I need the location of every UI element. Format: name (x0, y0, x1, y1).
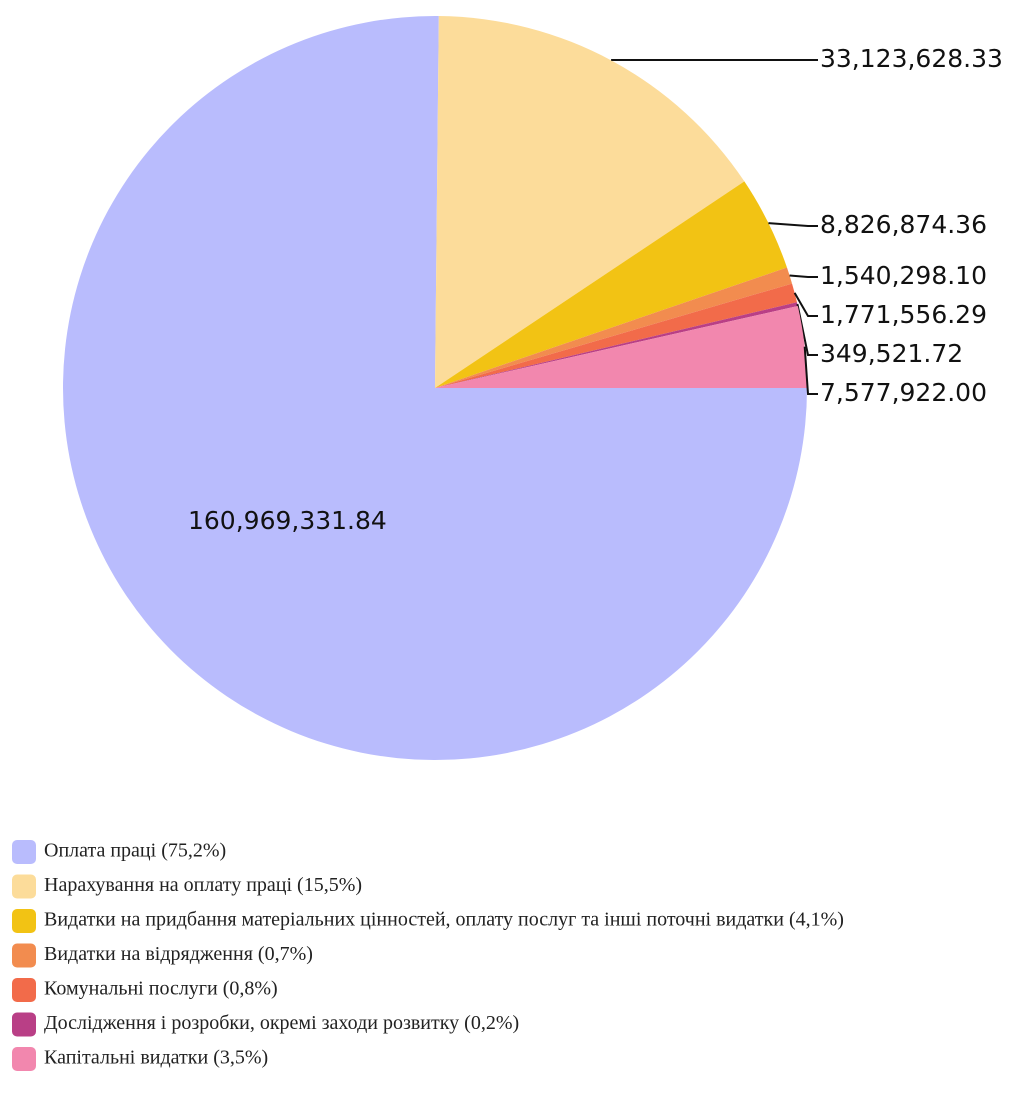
pie-slice (435, 16, 745, 388)
value-label: 7,577,922.00 (820, 378, 987, 407)
legend-label: Дослідження і розробки, окремі заходи ро… (44, 1012, 519, 1034)
pie-slice (435, 302, 798, 388)
value-label: 1,540,298.10 (820, 261, 987, 290)
value-label: 349,521.72 (820, 339, 963, 368)
legend-label: Видатки на відрядження (0,7%) (44, 943, 313, 965)
pie-slice (63, 16, 807, 761)
leader-line (611, 59, 818, 61)
legend-swatch (12, 943, 36, 968)
value-label: 1,771,556.29 (820, 300, 987, 329)
pie-slice (435, 181, 787, 388)
legend-label: Комунальні послуги (0,8%) (44, 978, 278, 1000)
legend-label: Оплата праці (75,2%) (44, 840, 226, 862)
value-label: 8,826,874.36 (820, 210, 987, 239)
legend-swatch (12, 978, 36, 1002)
pie-slice (435, 305, 807, 388)
legend-swatch (12, 874, 36, 899)
legend-swatch (12, 1012, 36, 1037)
pie-slice (435, 283, 797, 388)
leader-line (803, 346, 818, 395)
value-label: 33,123,628.33 (820, 44, 1003, 73)
legend-label: Капітальні видатки (3,5%) (44, 1047, 268, 1069)
leader-line (793, 292, 818, 317)
leader-line (789, 274, 818, 278)
leader-line (796, 303, 818, 356)
legend-label: Нарахування на оплату праці (15,5%) (44, 874, 362, 896)
leader-line (768, 222, 818, 227)
pie-slice (435, 267, 793, 388)
legend-swatch (12, 909, 36, 933)
legend-swatch (12, 840, 36, 864)
legend-swatch (12, 1047, 36, 1071)
value-label: 160,969,331.84 (188, 506, 387, 535)
legend-label: Видатки на придбання матеріальних ціннос… (44, 909, 844, 931)
